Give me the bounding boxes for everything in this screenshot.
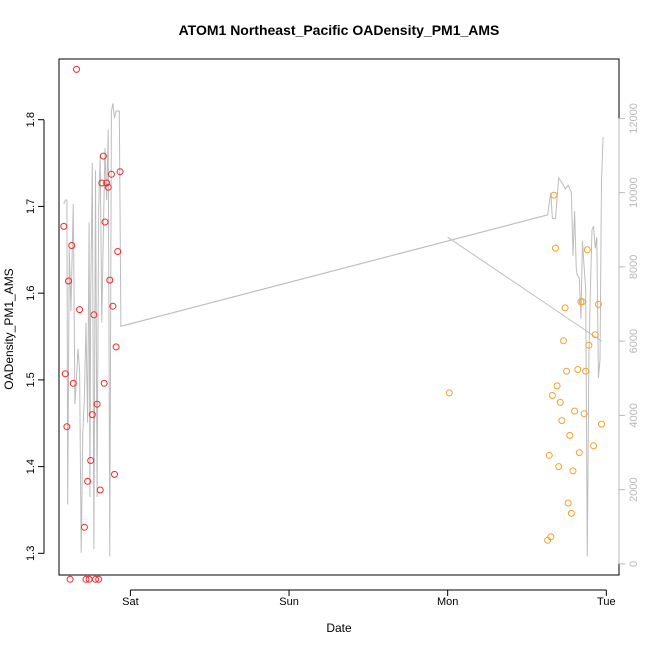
- y2-tick-label: 10000: [628, 177, 640, 208]
- altitude-line-layer: [63, 103, 604, 557]
- series-1-point: [80, 523, 88, 531]
- x-axis: Sat Sun Mon Tue: [122, 589, 616, 608]
- series-2-point: [552, 244, 559, 252]
- series-2-point: [548, 392, 556, 399]
- y-tick-label: 1.8: [25, 112, 37, 127]
- series-2-point: [561, 304, 569, 312]
- points-layer: [60, 65, 605, 583]
- altitude-line: [63, 103, 604, 557]
- y-axis-left: 1.3 1.4 1.5 1.6 1.7 1.8: [25, 112, 45, 561]
- y-tick-label: 1.4: [25, 459, 37, 474]
- y-tick-label: 1.6: [25, 286, 37, 301]
- altitude-connector-2: [447, 236, 602, 342]
- chart-title: ATOM1 Northeast_Pacific OADensity_PM1_AM…: [179, 22, 500, 38]
- series-1-point: [87, 457, 95, 464]
- y-tick-label: 1.3: [25, 546, 37, 561]
- x-tick-label: Mon: [437, 596, 458, 608]
- series-1-point: [82, 575, 90, 583]
- series-1-point: [88, 411, 96, 419]
- x-axis-label: Date: [326, 621, 352, 635]
- altitude-connector-1: [120, 214, 548, 327]
- series-1-point: [101, 218, 109, 226]
- series-1-point: [109, 302, 117, 310]
- series-1-point: [66, 575, 74, 583]
- series-1-point: [73, 65, 80, 73]
- y2-tick-label: 12000: [628, 103, 640, 134]
- series-2-point: [555, 463, 563, 471]
- y2-tick-label: 8000: [628, 255, 640, 279]
- series-1-point: [96, 486, 104, 494]
- series-2-point: [556, 398, 564, 406]
- series-1-point: [98, 179, 106, 187]
- series-2-point: [583, 246, 591, 254]
- series-2-point: [566, 431, 574, 439]
- series-2-point: [567, 509, 575, 517]
- series-2-point: [571, 407, 579, 415]
- x-tick-label: Sat: [122, 596, 139, 608]
- series-1-point: [100, 379, 108, 387]
- series-1-point: [107, 170, 115, 178]
- series-2-point: [594, 300, 602, 308]
- series-2-point: [591, 331, 599, 339]
- series-1-point: [84, 477, 92, 485]
- series-2-point: [598, 420, 605, 428]
- y-axis-label: OADensity_PM1_AMS: [2, 268, 16, 389]
- series-1-point: [114, 248, 122, 255]
- series-1-point: [65, 277, 72, 285]
- series-2-point: [575, 449, 583, 457]
- series-2-point: [580, 410, 588, 418]
- y-tick-label: 1.5: [25, 372, 37, 387]
- series-1-point: [95, 575, 103, 583]
- series-2-point: [445, 389, 453, 397]
- series-1-point: [104, 183, 112, 191]
- series-1-point: [111, 470, 118, 478]
- series-2-point: [579, 298, 586, 306]
- series-2-point: [553, 382, 561, 390]
- series-2-point: [590, 442, 598, 450]
- series-2-point: [574, 366, 582, 373]
- x-tick-label: Sun: [279, 596, 299, 608]
- series-2-point: [582, 367, 590, 375]
- series-2-point: [545, 451, 553, 459]
- series-1-point: [103, 179, 111, 187]
- series-1-point: [99, 152, 107, 160]
- series-1-point: [68, 242, 76, 249]
- series-1-point: [112, 343, 120, 351]
- series-1-point: [61, 370, 69, 378]
- series-1-point: [90, 311, 98, 319]
- x-tick-label: Tue: [597, 596, 616, 608]
- y2-tick-label: 6000: [628, 329, 640, 353]
- series-1-point: [63, 423, 71, 431]
- series-2-point: [558, 417, 566, 425]
- series-2-point: [547, 533, 555, 541]
- series-2-point: [550, 191, 558, 199]
- y-tick-label: 1.7: [25, 199, 37, 214]
- series-1-point: [60, 222, 68, 230]
- y2-tick-label: 0: [628, 561, 640, 567]
- series-1-point: [76, 306, 84, 314]
- series-1-point: [106, 276, 114, 284]
- series-2-point: [560, 337, 567, 345]
- plot-frame: [58, 58, 620, 576]
- series-2-point: [569, 467, 577, 475]
- y2-tick-label: 4000: [628, 403, 640, 427]
- y-axis-right: 0 2000 4000 6000 8000 10000 12000: [618, 103, 640, 567]
- series-1-point: [116, 168, 124, 176]
- series-2-point: [585, 341, 593, 349]
- series-1-point: [92, 575, 99, 583]
- series-2-point: [564, 499, 572, 507]
- y2-tick-label: 2000: [628, 477, 640, 501]
- series-1-point: [69, 379, 77, 387]
- series-2-point: [563, 367, 571, 375]
- series-1-point: [93, 400, 101, 408]
